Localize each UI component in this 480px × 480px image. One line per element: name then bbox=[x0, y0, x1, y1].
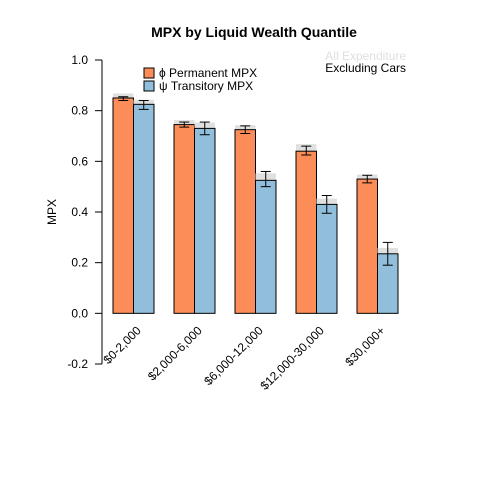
x-tick-label: $12,000-30,000 bbox=[258, 323, 328, 393]
y-tick-label: 0.6 bbox=[71, 154, 88, 168]
y-tick-label: 0.2 bbox=[71, 256, 88, 270]
bars bbox=[112, 93, 399, 314]
bar bbox=[255, 179, 277, 314]
bar bbox=[194, 127, 216, 314]
y-tick-label: -0.2 bbox=[67, 357, 88, 371]
legend-label: ϕ Permanent MPX bbox=[159, 66, 257, 80]
bar bbox=[173, 124, 195, 314]
bar bbox=[295, 150, 317, 314]
y-tick-label: 1.0 bbox=[71, 53, 88, 67]
x-axis-tick-labels: $0-2,000 $2,000-6,000$6,000-12,000$12,000… bbox=[100, 323, 387, 393]
bar bbox=[316, 203, 338, 314]
y-tick-label: 0.4 bbox=[71, 205, 88, 219]
annotation-excluding-cars: Excluding Cars bbox=[325, 61, 406, 75]
x-tick-label: $30,000+ bbox=[342, 323, 388, 369]
y-tick-label: 0.8 bbox=[71, 104, 88, 118]
y-tick-label: 0.0 bbox=[71, 306, 88, 320]
legend-label: ψ Transitory MPX bbox=[159, 79, 253, 93]
y-axis-label: MPX bbox=[45, 199, 59, 225]
bar bbox=[112, 97, 134, 314]
x-tick-label: $6,000-12,000 bbox=[201, 323, 266, 388]
x-tick-label: $0-2,000 bbox=[100, 323, 144, 367]
bar bbox=[356, 178, 378, 314]
x-tick-label: $2,000-6,000 bbox=[145, 323, 205, 383]
legend-swatch bbox=[143, 67, 155, 79]
bar bbox=[133, 103, 155, 314]
chart-title: MPX by Liquid Wealth Quantile bbox=[151, 24, 357, 40]
annotation-all-expenditure: All Expenditure bbox=[325, 49, 406, 63]
legend-swatch bbox=[143, 80, 155, 92]
bar bbox=[234, 129, 256, 314]
y-axis: -0.2 0.0 0.2 0.4 0.6 0.8 1.0 bbox=[67, 53, 103, 371]
